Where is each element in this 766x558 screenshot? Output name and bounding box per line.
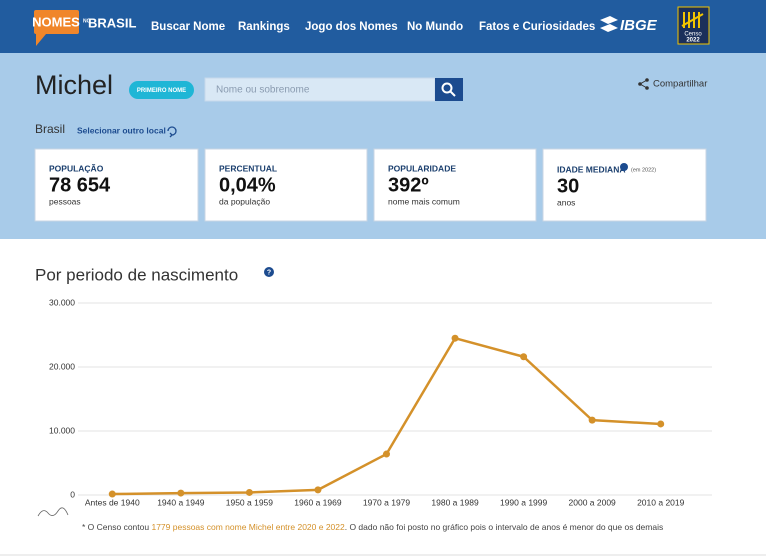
footnote-text: * O Censo contou — [82, 522, 151, 532]
stat-value: 392º — [388, 174, 429, 196]
point — [657, 420, 665, 428]
ibge-icon — [600, 16, 618, 32]
search-icon — [449, 90, 456, 97]
share[interactable]: Compartilhar — [638, 78, 707, 90]
point — [520, 353, 528, 361]
point — [314, 486, 322, 494]
x-tick-label: 1940 a 1949 — [157, 497, 205, 507]
censo-logo[interactable]: Censo 2022 — [677, 6, 710, 45]
stat-value: 78 654 — [49, 174, 111, 196]
badge-text: PRIMEIRO NOME — [137, 88, 186, 94]
share-text: Compartilhar — [653, 79, 707, 90]
point — [383, 450, 390, 458]
stat-note: (em 2022) — [631, 167, 656, 173]
stat-unit: pessoas — [49, 196, 81, 206]
x-tick-label: 2000 a 2009 — [569, 497, 617, 507]
nav-link[interactable]: No Mundo — [407, 21, 463, 33]
location: Brasil — [35, 122, 65, 136]
point — [177, 489, 185, 497]
stat-unit: anos — [557, 197, 575, 207]
footnote-highlight: 1779 pessoas com nome Michel entre 2020 … — [151, 522, 345, 532]
stat-value: 30 — [557, 175, 579, 197]
ibge-text: IBGE — [620, 17, 658, 34]
stat-label: POPULAÇÃO — [49, 163, 104, 173]
logo-tail — [36, 34, 46, 46]
logo-small: NO — [83, 18, 91, 24]
logo-text: NOMES — [32, 14, 80, 29]
stat-label: IDADE MEDIANA — [557, 164, 625, 174]
stat-card — [34, 148, 199, 222]
x-tick-label: 1970 a 1979 — [363, 497, 411, 507]
stat-unit: nome mais comum — [388, 196, 460, 206]
point — [588, 416, 596, 424]
y-tick-label: 10.000 — [49, 425, 75, 435]
y-tick-label: 30.000 — [49, 297, 75, 307]
logo[interactable]: NOMES NO BRASIL — [32, 10, 136, 46]
ibge-logo[interactable]: IBGE — [600, 16, 658, 34]
chart-title: Por periodo de nascimento — [35, 265, 238, 284]
line — [112, 336, 661, 496]
search-icon — [441, 82, 453, 94]
stat-value: 0,04% — [219, 174, 276, 196]
y-tick-label: 0 — [70, 489, 75, 499]
nav-link[interactable]: Buscar Nome — [151, 21, 225, 33]
footnote: * O Censo contou 1779 pessoas com nome M… — [82, 522, 663, 532]
header-texture — [0, 0, 766, 53]
stat-card — [204, 148, 368, 222]
point — [108, 490, 116, 498]
search-button[interactable] — [435, 78, 463, 101]
x-tick-label: 1950 a 1959 — [226, 497, 274, 507]
x-tick-label: 1990 a 1999 — [500, 497, 548, 507]
stat-unit: da população — [219, 196, 270, 206]
x-tick-label: 1960 a 1969 — [294, 497, 342, 507]
chart: 0 10.000 20.000 30.000 Antes de 1940 1940 a 1… — [49, 297, 712, 507]
share-icon — [638, 79, 648, 89]
decor-wave — [37, 507, 69, 517]
name-heading: Michel — [35, 70, 113, 100]
footnote-text: . O dado não foi posto no gráfico pois o… — [345, 522, 663, 532]
y-tick-label: 20.000 — [49, 361, 75, 371]
refresh-icon — [167, 126, 177, 138]
help-icon[interactable] — [264, 267, 274, 277]
point — [451, 334, 459, 342]
help-icon[interactable] — [620, 163, 628, 171]
censo-text: Censo — [684, 32, 702, 38]
stat-label: PERCENTUAL — [219, 163, 277, 173]
point — [245, 488, 253, 496]
badge — [129, 81, 194, 99]
censo-year: 2022 — [686, 38, 700, 44]
stat-label: POPULARIDADE — [388, 163, 456, 173]
search-placeholder: Nome ou sobrenome — [216, 85, 310, 96]
logo-text: BRASIL — [88, 15, 136, 30]
nav-link[interactable]: Rankings — [238, 21, 290, 33]
nav-link[interactable]: Fatos e Curiosidades — [479, 21, 595, 33]
stat-card — [373, 148, 537, 222]
nav-link[interactable]: Jogo dos Nomes — [305, 21, 398, 33]
help-icon-mark: ? — [267, 269, 271, 276]
change-location[interactable]: Selecionar outro local — [77, 125, 166, 135]
header-bar — [0, 0, 766, 53]
x-tick-label: 1980 a 1989 — [431, 497, 479, 507]
x-tick-label: 2010 a 2019 — [637, 497, 685, 507]
x-tick-label: Antes de 1940 — [85, 497, 140, 507]
logo-box — [34, 10, 79, 34]
stat-card — [542, 148, 707, 222]
censo-marks — [681, 12, 704, 28]
